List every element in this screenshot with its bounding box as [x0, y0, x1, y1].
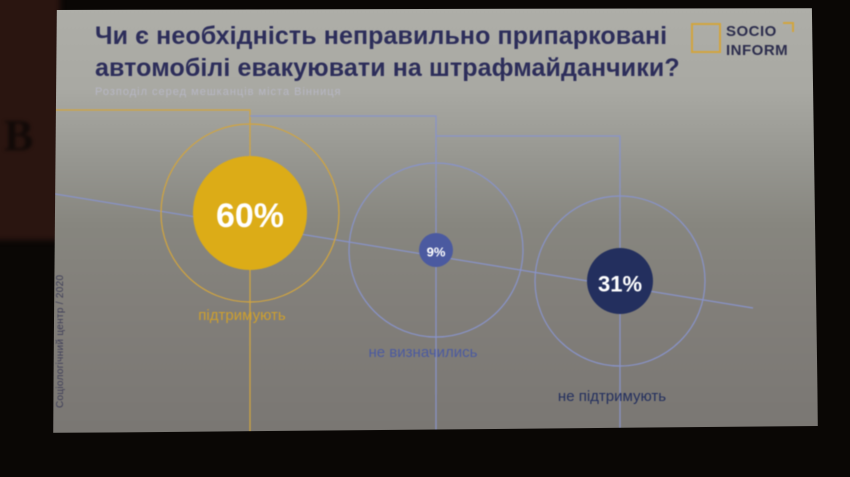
svg-text:31%: 31% [598, 272, 642, 297]
svg-text:9%: 9% [427, 245, 446, 260]
svg-text:не підтримують: не підтримують [558, 388, 666, 405]
svg-text:не визначились: не визначились [369, 344, 478, 361]
svg-text:підтримують: підтримують [198, 307, 286, 324]
svg-text:60%: 60% [216, 197, 284, 235]
